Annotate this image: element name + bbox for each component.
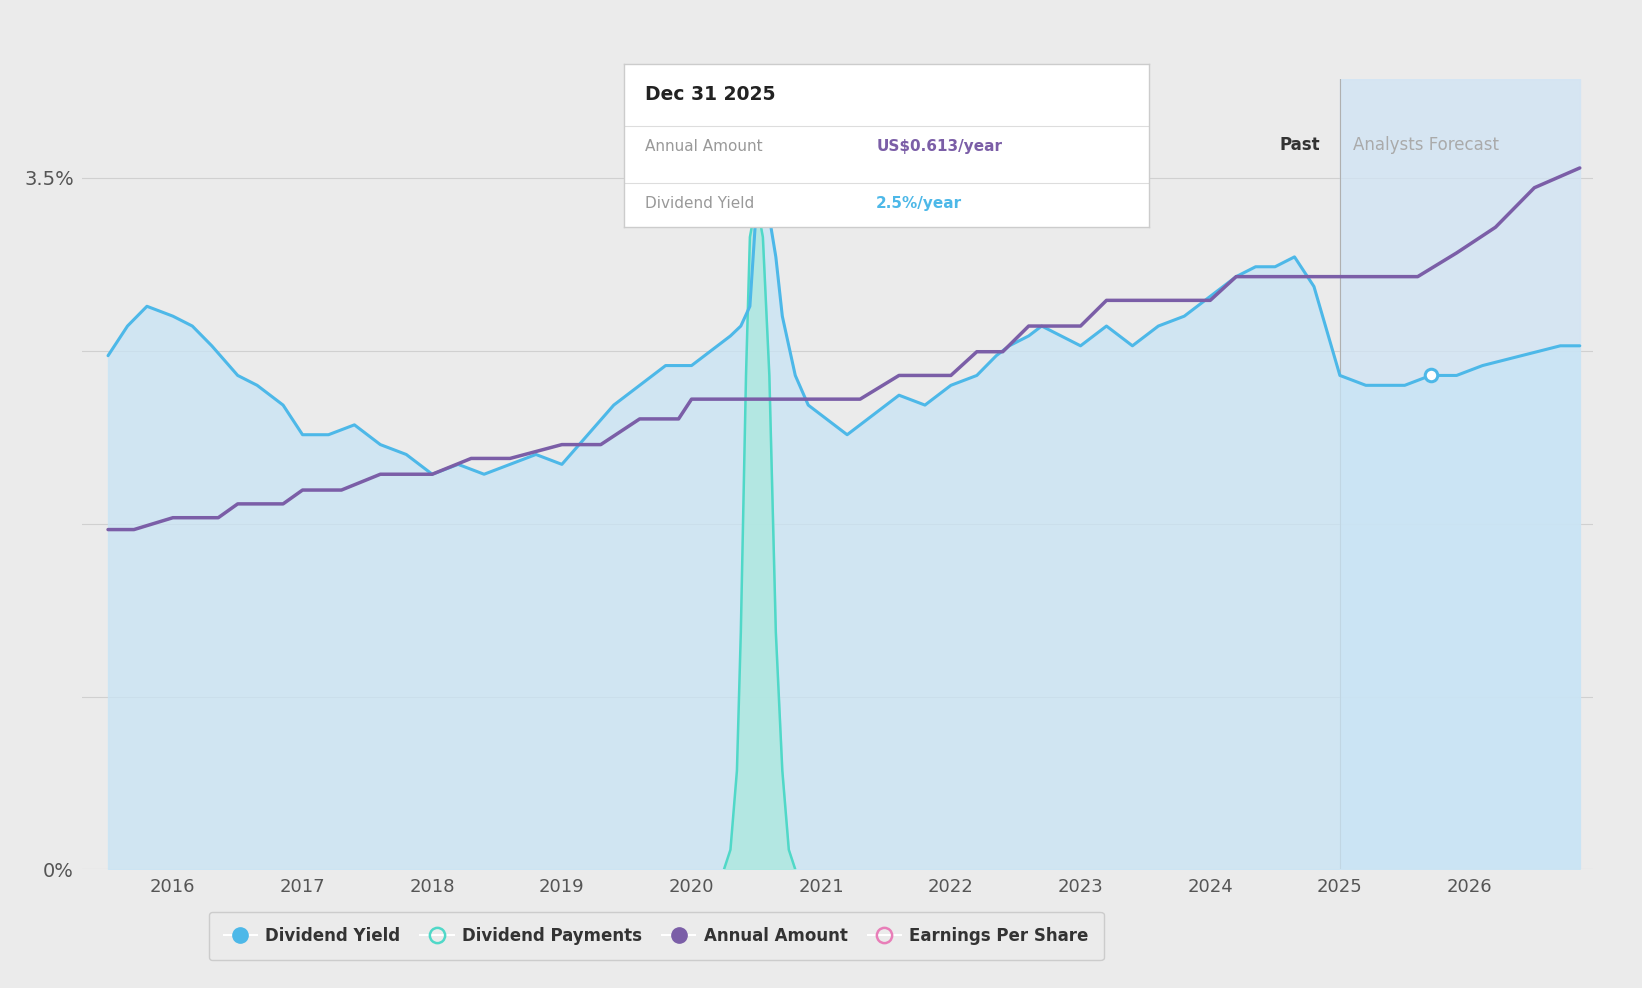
Text: Dec 31 2025: Dec 31 2025 xyxy=(645,85,775,105)
Text: US$0.613/year: US$0.613/year xyxy=(877,139,1002,154)
Text: Analysts Forecast: Analysts Forecast xyxy=(1353,136,1499,154)
Text: 2.5%/year: 2.5%/year xyxy=(877,197,962,211)
Bar xyxy=(1340,79,1580,869)
Text: Dividend Yield: Dividend Yield xyxy=(645,197,754,211)
Text: Past: Past xyxy=(1279,136,1320,154)
Legend: Dividend Yield, Dividend Payments, Annual Amount, Earnings Per Share: Dividend Yield, Dividend Payments, Annua… xyxy=(209,912,1103,960)
Text: Annual Amount: Annual Amount xyxy=(645,139,762,154)
